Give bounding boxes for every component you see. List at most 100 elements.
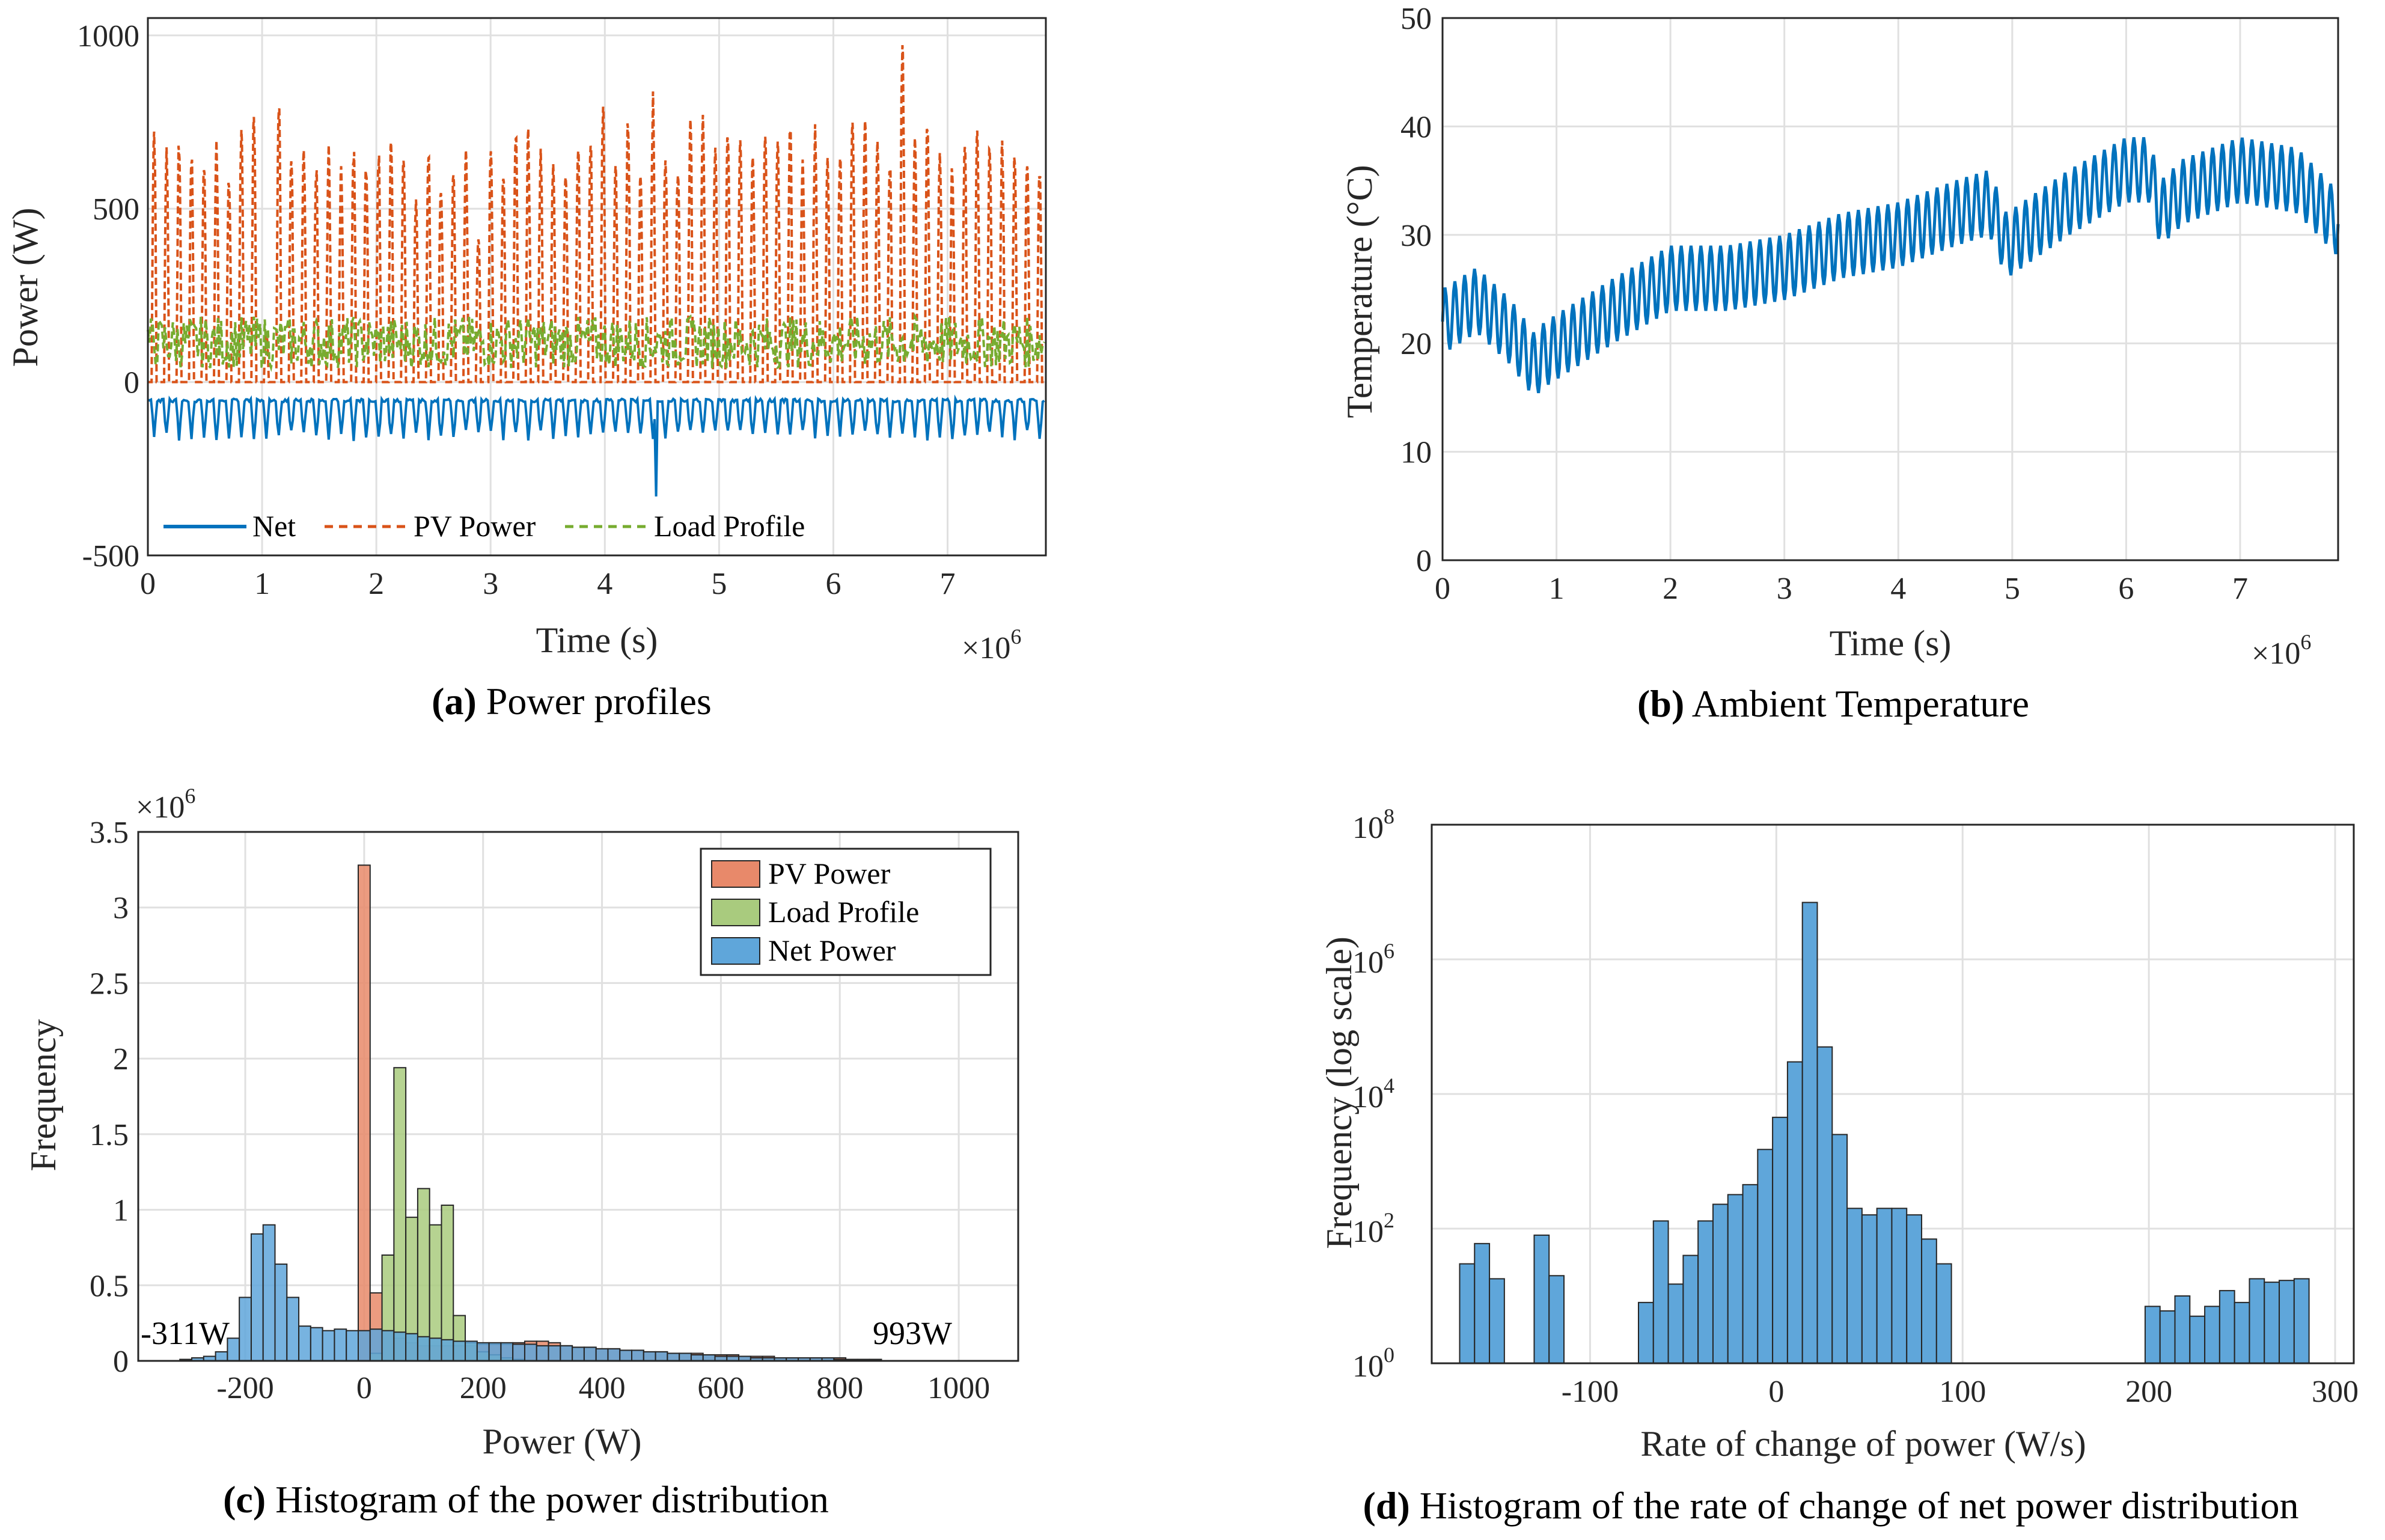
- panel-b-xtick-label: 2: [1663, 572, 1678, 606]
- panel-c-xtick-label: 0: [356, 1371, 372, 1405]
- panel-c-xlabel: Power (W): [483, 1422, 642, 1461]
- panel-a-ytick-label: 500: [93, 192, 139, 227]
- hist-bar-rate-of-change: [2204, 1306, 2220, 1364]
- hist-bar-net-power: [631, 1349, 644, 1361]
- hist-bar-net-power: [690, 1354, 704, 1362]
- hist-bar-rate-of-change: [1697, 1220, 1714, 1364]
- series-line-pv-power: [148, 44, 1046, 383]
- panel-c-ytick-label: 0.5: [90, 1269, 129, 1303]
- hist-bar-net-power: [643, 1351, 656, 1362]
- hist-bar-net-power: [286, 1297, 300, 1361]
- legend-label-load-profile-hist: Load Profile: [768, 895, 919, 929]
- hist-bar-rate-of-change: [1637, 1301, 1654, 1364]
- hist-bar-net-power: [619, 1349, 633, 1361]
- hist-bar-net-power: [524, 1343, 537, 1361]
- panel-b-xtick-label: 4: [1890, 572, 1906, 606]
- panel-b-xtick-label: 7: [2232, 572, 2248, 606]
- hist-bar-net-power: [417, 1336, 430, 1362]
- hist-bar-net-power: [369, 1328, 383, 1361]
- panel-b-xtick-label: 3: [1777, 572, 1792, 606]
- hist-bar-rate-of-change: [1459, 1263, 1476, 1364]
- legend-swatch-pv-power-hist: [711, 860, 760, 888]
- hist-bar-net-power: [548, 1345, 561, 1362]
- hist-bar-rate-of-change: [1652, 1220, 1669, 1364]
- hist-bar-net-power: [655, 1351, 668, 1362]
- panel-d-caption: (d) Histogram of the rate of change of n…: [1363, 1484, 2299, 1527]
- hist-bar-rate-of-change: [1533, 1234, 1550, 1364]
- panel-a-xtick-label: 2: [368, 567, 384, 601]
- hist-bar-rate-of-change: [1801, 902, 1818, 1364]
- panel-d-axes-frame: [1431, 823, 2355, 1364]
- panel-c-caption: (c) Histogram of the power distribution: [223, 1478, 829, 1521]
- hist-bar-net-power: [488, 1342, 502, 1362]
- panel-d-xlabel: Rate of change of power (W/s): [1640, 1424, 2086, 1464]
- panel-b-ytick-label: 30: [1400, 219, 1432, 253]
- series-line-load-profile: [147, 312, 1046, 373]
- panel-d-xtick-label: 100: [1939, 1375, 1986, 1409]
- hist-bar-rate-of-change: [2264, 1282, 2280, 1364]
- legend-swatch-load-profile-hist: [711, 899, 760, 926]
- hist-bar-rate-of-change: [1667, 1283, 1684, 1364]
- hist-bar-pv-power: [358, 864, 371, 1362]
- panel-a-ylabel: Power (W): [5, 208, 45, 367]
- panel-b-xtick-label: 0: [1435, 572, 1450, 606]
- hist-bar-rate-of-change: [1816, 1046, 1833, 1364]
- panel-c-axes-frame: [137, 831, 1019, 1362]
- panel-b-ytick-label: 0: [1416, 544, 1432, 578]
- panel-a-ytick-label: 0: [124, 366, 139, 400]
- hist-bar-net-power: [476, 1342, 490, 1362]
- panel-a-xtick-label: 0: [140, 567, 156, 601]
- hist-bar-net-power: [560, 1345, 573, 1362]
- legend-label-pv-power-hist: PV Power: [768, 857, 891, 890]
- panel-c-ytick-label: 1.5: [90, 1118, 129, 1152]
- panel-c-ytick-label: 2: [113, 1042, 129, 1077]
- hist-bar-net-power: [310, 1327, 323, 1362]
- legend-label-load-profile: Load Profile: [654, 509, 805, 543]
- panel-b-ytick-label: 10: [1400, 436, 1432, 470]
- hist-bar-net-power: [500, 1342, 514, 1362]
- hist-bar-net-power: [429, 1337, 442, 1361]
- panel-a-xtick-label: 4: [597, 567, 612, 601]
- panel-b-ambient-temperature: 0 1 2 3 4 5 6 7 0 10 20 30 40 50 Time (s) Temperatur…: [1340, 2, 2340, 725]
- hist-bar-rate-of-change: [2279, 1280, 2295, 1364]
- panel-c-xtick-label: 1000: [927, 1371, 990, 1405]
- hist-bar-net-power: [536, 1345, 549, 1362]
- hist-bar-load-profile: [393, 1067, 407, 1361]
- hist-bar-rate-of-change: [1935, 1263, 1952, 1364]
- hist-bar-net-power: [453, 1340, 466, 1361]
- panel-c-xtick-label: -200: [216, 1371, 273, 1405]
- series-line-net: [147, 394, 1045, 497]
- hist-bar-rate-of-change: [2189, 1315, 2206, 1364]
- hist-bar-net-power: [250, 1233, 264, 1362]
- hist-bar-net-power: [572, 1346, 585, 1361]
- hist-bar-net-power: [595, 1348, 609, 1362]
- panel-b-ylabel: Temperature (°C): [1340, 165, 1379, 418]
- panel-c-xtick-label: 600: [697, 1371, 744, 1405]
- hist-bar-net-power: [405, 1333, 418, 1362]
- panel-b-xtick-label: 5: [2005, 572, 2020, 606]
- panel-c-xtick-label: 800: [816, 1371, 863, 1405]
- hist-bar-rate-of-change: [2234, 1301, 2250, 1364]
- panel-b-x-multiplier: ×106: [2252, 630, 2311, 671]
- hist-bar-net-power: [512, 1343, 525, 1361]
- panel-c-ytick-label: 1: [113, 1194, 129, 1228]
- hist-bar-net-power: [393, 1331, 407, 1361]
- hist-bar-net-power: [667, 1352, 680, 1361]
- hist-bar-rate-of-change: [1876, 1208, 1893, 1364]
- panel-a-ytick-label: -500: [82, 539, 139, 573]
- hist-bar-net-power: [346, 1330, 359, 1362]
- panel-d-xtick-label: -100: [1562, 1375, 1619, 1409]
- hist-bar-rate-of-change: [1846, 1208, 1863, 1364]
- panel-b-xlabel: Time (s): [1830, 623, 1952, 663]
- panel-b-ytick-label: 40: [1400, 110, 1432, 144]
- hist-bar-load-profile: [417, 1188, 430, 1362]
- panel-d-ytick-label: 102: [1352, 1208, 1394, 1249]
- panel-c-ytick-label: 3.5: [90, 816, 129, 850]
- panel-c-ylabel: Frequency: [23, 1019, 63, 1171]
- hist-bar-rate-of-change: [1757, 1149, 1774, 1364]
- panel-a-xtick-label: 3: [483, 567, 498, 601]
- legend-label-pv-power: PV Power: [414, 509, 536, 543]
- panel-d-xtick-label: 0: [1768, 1375, 1784, 1409]
- hist-bar-load-profile: [441, 1205, 454, 1361]
